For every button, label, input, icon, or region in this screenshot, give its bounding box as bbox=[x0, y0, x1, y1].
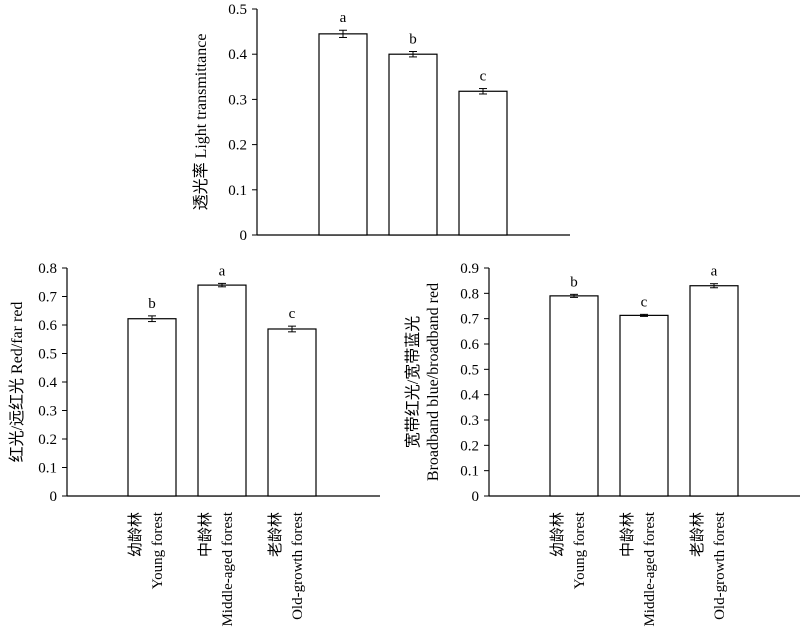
y-axis-title: Broadband blue/broadband red bbox=[425, 283, 442, 481]
significance-label: a bbox=[219, 263, 226, 279]
y-axis-title: 宽带红光/宽带蓝光 bbox=[404, 316, 422, 448]
y-tick-label: 0.6 bbox=[38, 318, 57, 334]
bar bbox=[549, 295, 599, 497]
bar bbox=[689, 285, 739, 497]
y-tick-label: 0 bbox=[240, 228, 248, 244]
y-tick-label: 0.2 bbox=[460, 438, 479, 454]
significance-label: c bbox=[289, 306, 296, 322]
bar bbox=[197, 284, 247, 497]
bar bbox=[127, 318, 177, 497]
y-tick-label: 0.3 bbox=[460, 413, 479, 429]
y-tick-label: 0.8 bbox=[460, 286, 479, 302]
y-tick-label: 0 bbox=[472, 489, 480, 505]
y-tick-label: 0.1 bbox=[460, 464, 479, 480]
x-category-label: 老龄林 bbox=[689, 512, 706, 557]
x-category-label: Young forest bbox=[150, 511, 166, 589]
bar bbox=[267, 328, 317, 497]
bar bbox=[458, 90, 508, 236]
significance-label: c bbox=[641, 294, 648, 310]
y-tick-label: 0.8 bbox=[38, 261, 57, 277]
x-category-label: 中龄林 bbox=[619, 512, 636, 557]
y-axis-title: 红光/远红光 Red/far red bbox=[8, 302, 26, 463]
bar bbox=[619, 314, 669, 497]
chart-light-transmittance: 0 0.1 0.2 0.3 0.4 0.5 透光率 Light transmittance a… bbox=[192, 2, 570, 244]
significance-label: b bbox=[570, 274, 578, 290]
y-tick-label: 0 bbox=[50, 489, 58, 505]
y-tick-label: 0.5 bbox=[460, 362, 479, 378]
x-category-label: Old-growth forest bbox=[290, 511, 306, 620]
y-tick-label: 0.2 bbox=[228, 138, 247, 154]
y-tick-label: 0.3 bbox=[228, 92, 247, 108]
x-category-label: 幼龄林 bbox=[127, 512, 144, 557]
x-category-label: 幼龄林 bbox=[549, 512, 566, 557]
y-tick-label: 0.3 bbox=[38, 404, 57, 420]
y-tick-label: 0.5 bbox=[38, 347, 57, 363]
y-tick-label: 0.6 bbox=[460, 337, 479, 353]
y-tick-label: 0.4 bbox=[228, 47, 247, 63]
significance-label: b bbox=[148, 296, 156, 312]
x-category-label: Middle-aged forest bbox=[642, 511, 658, 626]
significance-label: b bbox=[409, 31, 417, 47]
chart-red-far-red: 0 0.1 0.2 0.3 0.4 0.5 0.6 0.7 0.8 红光/远红光 Red/far … bbox=[8, 261, 380, 627]
x-category-label: Old-growth forest bbox=[712, 511, 728, 620]
y-tick-label: 0.1 bbox=[38, 461, 57, 477]
x-category-label: Young forest bbox=[572, 511, 588, 589]
significance-label: c bbox=[480, 69, 487, 85]
bar bbox=[318, 33, 368, 236]
significance-label: a bbox=[340, 10, 347, 26]
y-tick-label: 0.7 bbox=[460, 312, 479, 328]
y-axis-title: 透光率 Light transmittance bbox=[192, 34, 210, 211]
y-tick-label: 0.2 bbox=[38, 432, 57, 448]
x-category-label: 中龄林 bbox=[197, 512, 214, 557]
chart-broadband-ratio: 0 0.1 0.2 0.3 0.4 0.5 0.6 0.7 0.8 0.9 宽带红光/宽带蓝光 Bro… bbox=[404, 261, 800, 627]
bar bbox=[388, 53, 438, 236]
y-tick-label: 0.1 bbox=[228, 183, 247, 199]
x-category-label: 老龄林 bbox=[267, 512, 284, 557]
y-tick-label: 0.7 bbox=[38, 290, 57, 306]
y-tick-label: 0.9 bbox=[460, 261, 479, 277]
significance-label: a bbox=[711, 264, 718, 280]
x-category-label: Middle-aged forest bbox=[220, 511, 236, 626]
y-tick-label: 0.5 bbox=[228, 2, 247, 18]
y-tick-label: 0.4 bbox=[38, 375, 57, 391]
y-tick-label: 0.4 bbox=[460, 388, 479, 404]
